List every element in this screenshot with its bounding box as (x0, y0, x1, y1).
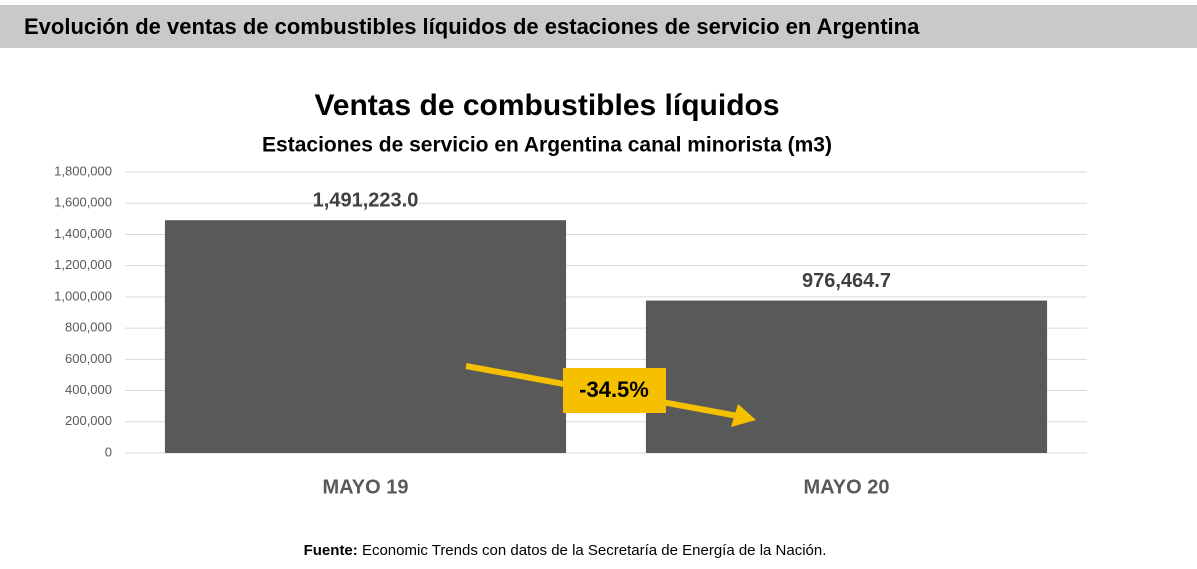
bar (645, 300, 1048, 453)
y-tick-label: 600,000 (65, 351, 112, 366)
annotation: -34.5% (579, 377, 649, 402)
bar (164, 220, 567, 453)
x-tick-label: MAYO 20 (804, 476, 890, 498)
header-bar (0, 5, 1197, 48)
y-tick-label: 800,000 (65, 320, 112, 335)
annotation-box (563, 368, 666, 413)
y-tick-label: 1,600,000 (54, 195, 112, 210)
y-tick-label: 1,000,000 (54, 288, 112, 303)
y-tick-label: 0 (105, 444, 112, 459)
chart-subtitle: Estaciones de servicio en Argentina cana… (262, 134, 832, 157)
y-tick-label: 1,800,000 (54, 163, 112, 178)
source: Fuente: Economic Trends con datos de la … (304, 542, 827, 559)
y-tick-label: 1,400,000 (54, 226, 112, 241)
x-tick-label: MAYO 19 (323, 476, 409, 498)
source-label: Fuente: (304, 542, 358, 559)
source-text: Economic Trends con datos de la Secretar… (362, 542, 826, 559)
chart-title: Ventas de combustibles líquidos (314, 89, 779, 122)
y-tick-label: 1,200,000 (54, 257, 112, 272)
value-label: 976,464.7 (802, 270, 891, 292)
y-tick-label: 200,000 (65, 413, 112, 428)
header-title: Evolución de ventas de combustibles líqu… (24, 14, 920, 39)
trend-arrowhead (731, 404, 756, 427)
y-tick-label: 400,000 (65, 382, 112, 397)
plot: 0 200,000 400,000 600,000 800,000 1,000,000 1,… (54, 163, 1087, 498)
value-label: 1,491,223.0 (313, 189, 419, 211)
